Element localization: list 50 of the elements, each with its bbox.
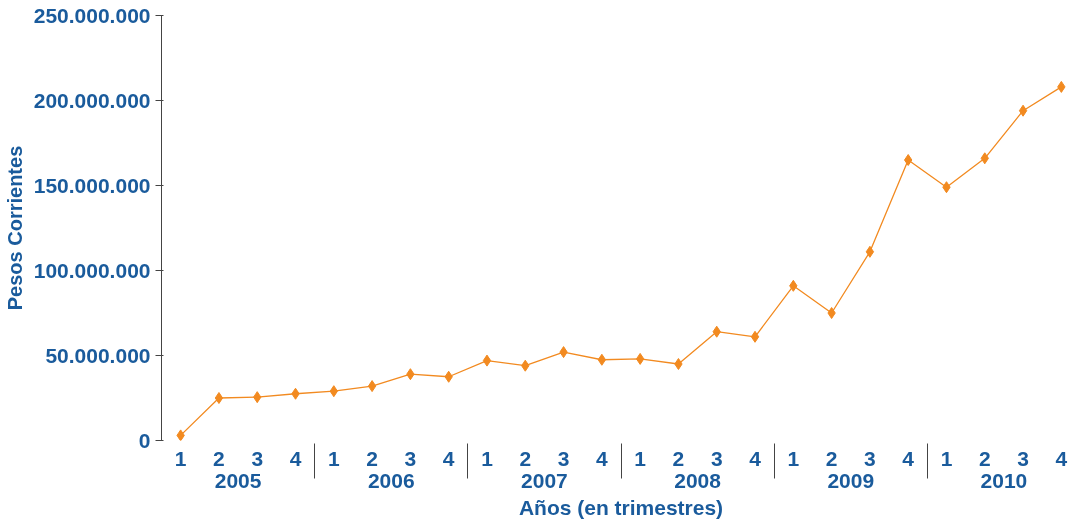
x-tick-label: 2 bbox=[519, 446, 532, 470]
x-tick-label: 4 bbox=[749, 446, 762, 470]
text: 2010 bbox=[980, 468, 1028, 492]
text: 2009 bbox=[827, 468, 875, 492]
x-tick-label: 4 bbox=[289, 446, 302, 470]
point bbox=[482, 354, 492, 367]
y-tick-label: 50.000.000 bbox=[45, 343, 151, 367]
text: 2006 bbox=[367, 468, 415, 492]
point bbox=[214, 392, 224, 404]
x-tick-label: 4 bbox=[442, 446, 455, 470]
x-tick-label: 3 bbox=[251, 446, 264, 470]
x-tick-label: 1 bbox=[940, 446, 953, 470]
y-axis-title: Pesos Corrientes bbox=[3, 145, 26, 311]
text: 2007 bbox=[521, 468, 568, 492]
x-tick-label: 3 bbox=[557, 446, 570, 470]
x-tick-label: 2 bbox=[978, 446, 991, 470]
point bbox=[674, 358, 683, 370]
point bbox=[904, 154, 913, 166]
x-tick-label: 4 bbox=[596, 446, 609, 470]
x-tick-label: 3 bbox=[864, 446, 876, 470]
text: 2005 bbox=[214, 468, 262, 492]
y-tick-label: 250.000.000 bbox=[33, 3, 151, 27]
point bbox=[827, 307, 836, 319]
point bbox=[865, 245, 875, 258]
x-tick-label: 2 bbox=[825, 446, 838, 470]
point bbox=[1018, 104, 1028, 117]
x-tick-label: 4 bbox=[1055, 446, 1068, 470]
y-tick-label: 100.000.000 bbox=[33, 258, 151, 282]
point bbox=[597, 353, 607, 366]
x-tick-label: 3 bbox=[1017, 446, 1029, 470]
x-tick-label: 3 bbox=[404, 446, 417, 470]
y-tick-label: 0 bbox=[138, 428, 151, 452]
point bbox=[635, 352, 645, 365]
point bbox=[750, 330, 760, 343]
x-tick-label: 2 bbox=[672, 446, 685, 470]
point bbox=[176, 429, 185, 441]
x-tick-label: 3 bbox=[710, 446, 723, 470]
x-tick-label: 2 bbox=[366, 446, 378, 470]
x-tick-label: 1 bbox=[327, 446, 340, 470]
x-tick-label: 1 bbox=[634, 446, 647, 470]
x-tick-label: 1 bbox=[481, 446, 494, 470]
text: 2008 bbox=[674, 468, 722, 492]
x-tick-label: 1 bbox=[787, 446, 800, 470]
point bbox=[367, 380, 377, 393]
y-tick-label: 150.000.000 bbox=[33, 173, 151, 197]
x-axis-title: Años (en trimestres) bbox=[518, 495, 724, 519]
y-tick-label: 200.000.000 bbox=[33, 88, 151, 112]
x-tick-label: 4 bbox=[902, 446, 915, 470]
x-tick-label: 2 bbox=[213, 446, 225, 470]
x-tick-label: 1 bbox=[174, 446, 187, 470]
